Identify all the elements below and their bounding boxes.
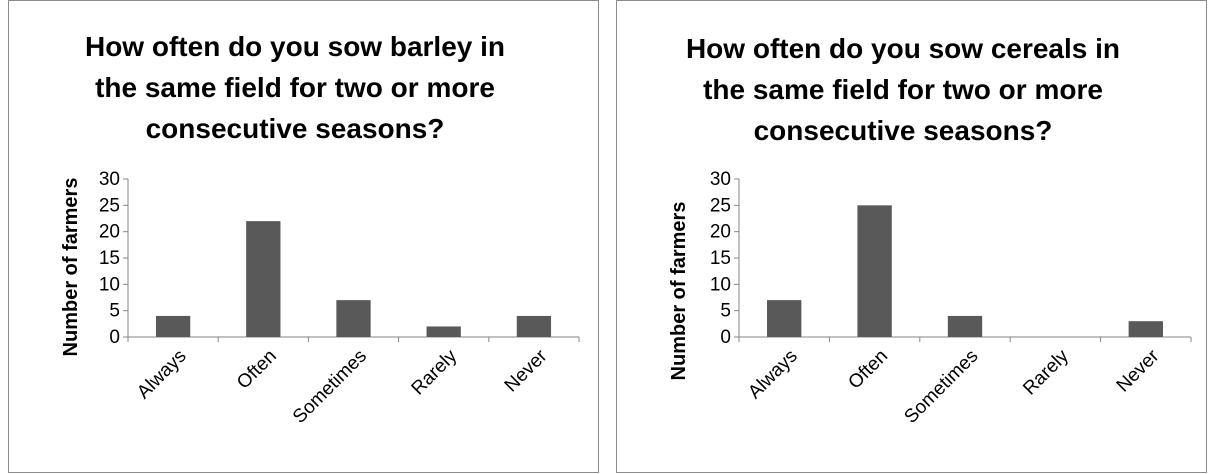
x-category-label: Sometimes xyxy=(900,346,982,428)
x-category-label: Always xyxy=(744,346,801,403)
cereals-chart: How often do you sow cereals in the same… xyxy=(668,33,1192,428)
y-tick-label: 20 xyxy=(710,222,731,243)
y-tick-label: 30 xyxy=(99,169,120,190)
x-category-label: Always xyxy=(133,346,190,403)
plot-area: 0 5 10 15 20 25 30 Always Often Sometimes Rarely Ne… xyxy=(710,169,1192,428)
plot-area: 0 5 10 15 20 25 30 Always Often Sometimes Rarely Ne… xyxy=(99,169,580,428)
chart-title-line-3: consecutive seasons? xyxy=(146,113,445,144)
bar-never xyxy=(516,315,552,337)
bar-often xyxy=(246,221,281,337)
y-tick-label: 15 xyxy=(710,248,731,269)
x-category-label: Rarely xyxy=(408,345,462,399)
chart-title-line-2: the same field for two or more xyxy=(703,74,1103,105)
chart-title-line-3: consecutive seasons? xyxy=(754,115,1053,146)
bar-always xyxy=(767,300,802,337)
x-category-label: Sometimes xyxy=(289,346,371,428)
bar-never xyxy=(1128,321,1163,337)
y-tick-label: 20 xyxy=(99,222,120,243)
y-tick-label: 30 xyxy=(710,169,731,190)
y-tick-label: 0 xyxy=(109,327,120,348)
x-category-label: Never xyxy=(1113,345,1164,396)
bar-sometimes xyxy=(947,315,983,337)
y-axis-label: Number of farmers xyxy=(668,202,690,381)
y-tick-label: 25 xyxy=(99,195,120,216)
chart-title-line-1: How often do you sow cereals in xyxy=(686,33,1120,64)
bar-always xyxy=(155,315,191,337)
x-category-label: Rarely xyxy=(1019,345,1073,399)
y-tick-label: 15 xyxy=(99,248,120,269)
y-tick-label: 5 xyxy=(720,301,731,322)
cereals-chart-panel: How often do you sow cereals in the same… xyxy=(616,0,1207,473)
barley-chart-panel: How often do you sow barley in the same … xyxy=(8,0,599,473)
y-tick-label: 10 xyxy=(99,274,120,295)
bar-often xyxy=(857,205,892,337)
y-axis-label: Number of farmers xyxy=(60,178,82,357)
x-category-label: Often xyxy=(844,346,892,394)
x-category-label: Often xyxy=(233,346,281,394)
barley-chart: How often do you sow barley in the same … xyxy=(60,31,580,428)
y-tick-label: 25 xyxy=(710,195,731,216)
chart-title-line-2: the same field for two or more xyxy=(95,72,495,103)
y-tick-label: 0 xyxy=(720,327,731,348)
y-tick-label: 10 xyxy=(710,274,731,295)
chart-title-line-1: How often do you sow barley in xyxy=(85,31,505,62)
x-category-label: Never xyxy=(501,345,552,396)
bar-sometimes xyxy=(336,300,371,337)
bar-rarely xyxy=(426,326,461,337)
y-tick-label: 5 xyxy=(109,301,120,322)
